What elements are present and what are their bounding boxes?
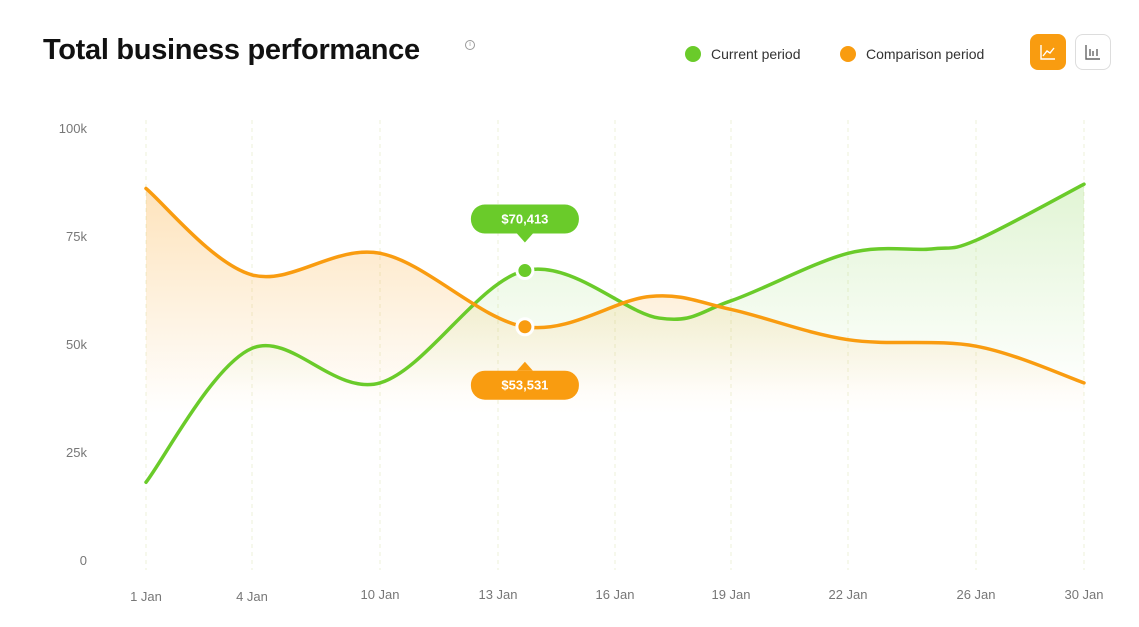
x-tick-label: 30 Jan: [1064, 587, 1103, 602]
y-tick-label: 50k: [66, 337, 87, 352]
legend-label: Current period: [711, 46, 801, 62]
data-point-marker: [515, 317, 535, 337]
line-chart-button[interactable]: [1030, 34, 1066, 70]
series-area-0: [146, 184, 1084, 483]
tooltip-bubble: [470, 370, 579, 400]
x-tick-label: 1 Jan: [130, 589, 162, 604]
series-line-comparison: [144, 186, 1086, 385]
y-tick-label: 25k: [66, 445, 87, 460]
tooltip-bubble: [470, 204, 579, 234]
x-tick-label: 4 Jan: [236, 589, 268, 604]
legend-dot-current: [685, 46, 701, 62]
tooltip-pointer: [516, 361, 533, 371]
x-tick-label: 16 Jan: [595, 587, 634, 602]
line-chart-icon: [1040, 45, 1055, 60]
data-point-marker: [515, 261, 535, 281]
y-tick-label: 0: [80, 553, 87, 568]
series-line-current: [144, 182, 1086, 484]
y-tick-label: 75k: [66, 229, 87, 244]
info-icon[interactable]: i: [465, 40, 475, 50]
legend-label: Comparison period: [866, 46, 985, 62]
tooltip-value: $53,531: [501, 378, 548, 393]
legend-dot-comparison: [840, 46, 856, 62]
legend-comparison[interactable]: Comparison period: [840, 46, 984, 62]
legend-current[interactable]: Current period: [685, 46, 801, 62]
x-tick-label: 22 Jan: [828, 587, 867, 602]
tooltip-value: $70,413: [501, 212, 548, 227]
x-tick-label: 13 Jan: [478, 587, 517, 602]
x-tick-label: 26 Jan: [956, 587, 995, 602]
x-tick-label: 19 Jan: [711, 587, 750, 602]
bar-chart-button[interactable]: [1075, 34, 1111, 70]
bar-chart-icon: [1085, 45, 1100, 60]
tooltip-pointer: [516, 233, 533, 243]
page-title: Total business performance: [43, 34, 420, 66]
y-tick-label: 100k: [59, 121, 88, 136]
x-tick-label: 10 Jan: [360, 587, 399, 602]
